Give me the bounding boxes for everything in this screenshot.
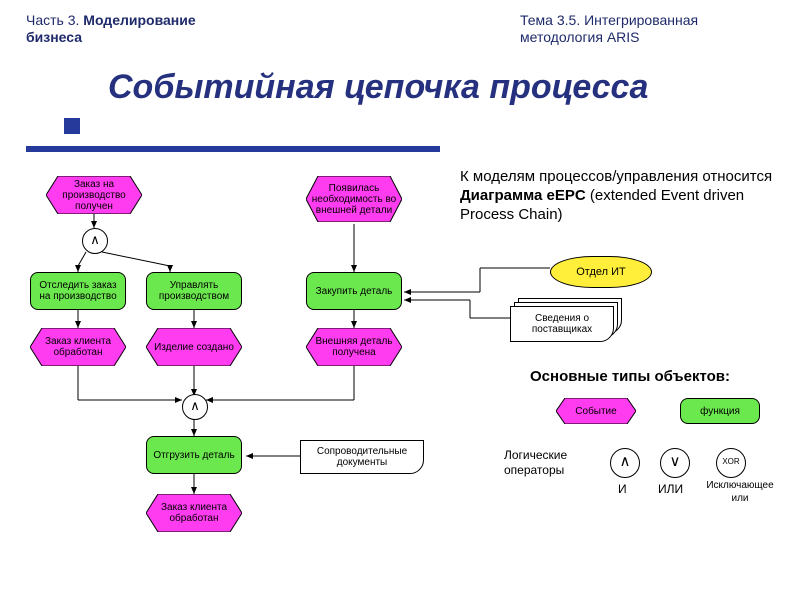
legend-title: Основные типы объектов: bbox=[530, 368, 770, 387]
fn-track-order: Отследить заказ на производство bbox=[30, 272, 126, 310]
side-desc: К моделям процессов/управления относится… bbox=[460, 168, 790, 224]
fn-label: Управлять производством bbox=[151, 280, 237, 302]
event-label: Внешняя деталь получена bbox=[310, 336, 398, 358]
event-label: Появилась необходимость во внешней детал… bbox=[310, 183, 398, 216]
event-client-order-processed: Заказ клиента обработан bbox=[30, 328, 126, 366]
legend-function-label: функция bbox=[700, 406, 740, 417]
legend-op-and-label: И bbox=[618, 482, 627, 497]
event-external-need: Появилась необходимость во внешней детал… bbox=[306, 176, 402, 222]
side-desc-prefix: К моделям процессов/управления относится bbox=[460, 168, 772, 185]
fn-manage-production: Управлять производством bbox=[146, 272, 242, 310]
doc-label: Сопроводительные документы bbox=[307, 446, 417, 468]
doc-suppliers: Сведения о поставщиках bbox=[510, 306, 614, 342]
event-order-received: Заказ на производство получен bbox=[46, 176, 142, 214]
fn-purchase-part: Закупить деталь bbox=[306, 272, 402, 310]
operator-and-join: ∧ bbox=[182, 394, 208, 420]
event-client-order-done: Заказ клиента обработан bbox=[146, 494, 242, 532]
event-label: Изделие создано bbox=[154, 342, 234, 353]
legend-op-xor-icon: XOR bbox=[716, 448, 746, 478]
legend-ops-title: Логические операторы bbox=[504, 448, 594, 478]
legend-event: Событие bbox=[556, 398, 636, 424]
event-external-received: Внешняя деталь получена bbox=[306, 328, 402, 366]
event-product-made: Изделие создано bbox=[146, 328, 242, 366]
doc-ship: Сопроводительные документы bbox=[300, 440, 424, 474]
fn-label: Отгрузить деталь bbox=[153, 450, 234, 461]
orgunit-it: Отдел ИТ bbox=[550, 256, 652, 288]
legend-op-or-label: ИЛИ bbox=[658, 482, 683, 497]
legend-op-or-icon: ∨ bbox=[660, 448, 690, 478]
operator-and-top: ∧ bbox=[82, 228, 108, 254]
fn-label: Отследить заказ на производство bbox=[35, 280, 121, 302]
fn-label: Закупить деталь bbox=[316, 286, 393, 297]
event-label: Заказ клиента обработан bbox=[150, 502, 238, 524]
orgunit-label: Отдел ИТ bbox=[576, 266, 626, 278]
doc-label: Сведения о поставщиках bbox=[517, 313, 607, 335]
legend-function: функция bbox=[680, 398, 760, 424]
fn-ship-part: Отгрузить деталь bbox=[146, 436, 242, 474]
legend-op-and-icon: ∧ bbox=[610, 448, 640, 478]
side-desc-bold: Диаграмма eEPC bbox=[460, 187, 586, 204]
slide-root: Часть 3. Моделирование бизнеса Тема 3.5.… bbox=[0, 0, 800, 600]
event-label: Заказ клиента обработан bbox=[34, 336, 122, 358]
legend-event-label: Событие bbox=[575, 406, 616, 417]
event-label: Заказ на производство получен bbox=[50, 179, 138, 212]
legend-op-xor-label: Исключающее или bbox=[700, 480, 780, 505]
